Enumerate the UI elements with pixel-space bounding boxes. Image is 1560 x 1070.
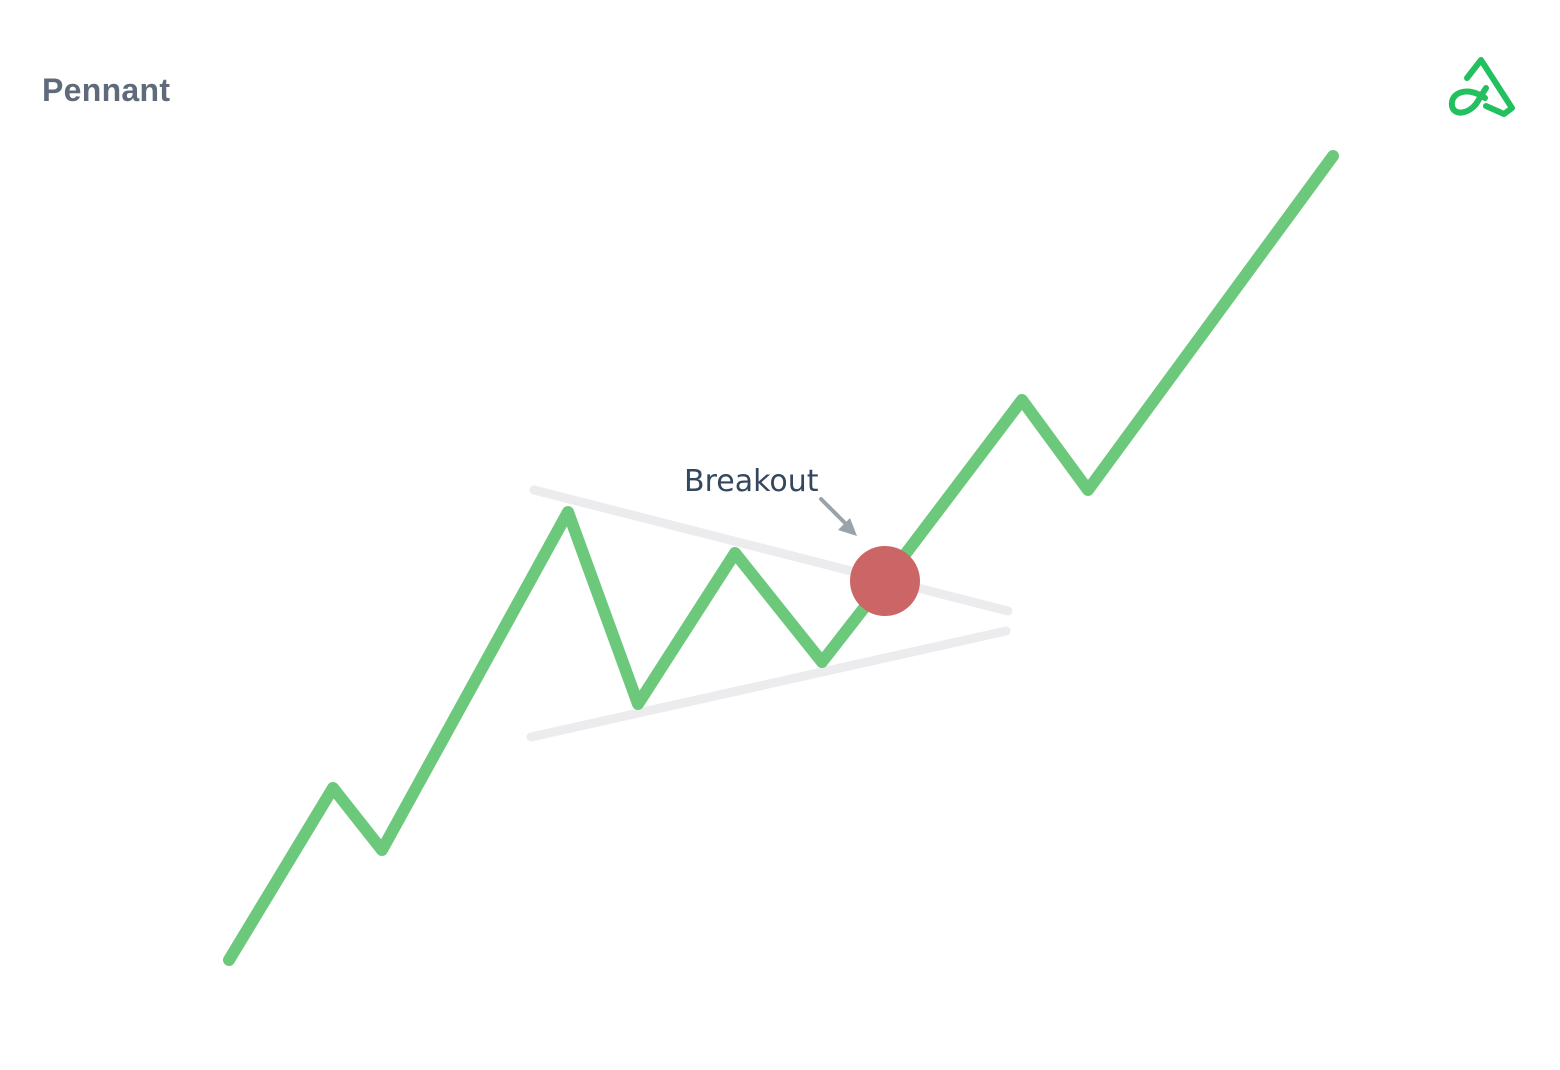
breakout-arrow [819, 497, 857, 536]
breakout-label: Breakout [684, 464, 819, 499]
breakout-marker [850, 546, 920, 616]
price-line [223, 150, 1339, 966]
page-title: Pennant [42, 72, 171, 108]
pennant-lower-trendline [526, 626, 1011, 742]
brand-logo-icon [1448, 57, 1515, 117]
pennant-upper-trendline [529, 485, 1013, 616]
